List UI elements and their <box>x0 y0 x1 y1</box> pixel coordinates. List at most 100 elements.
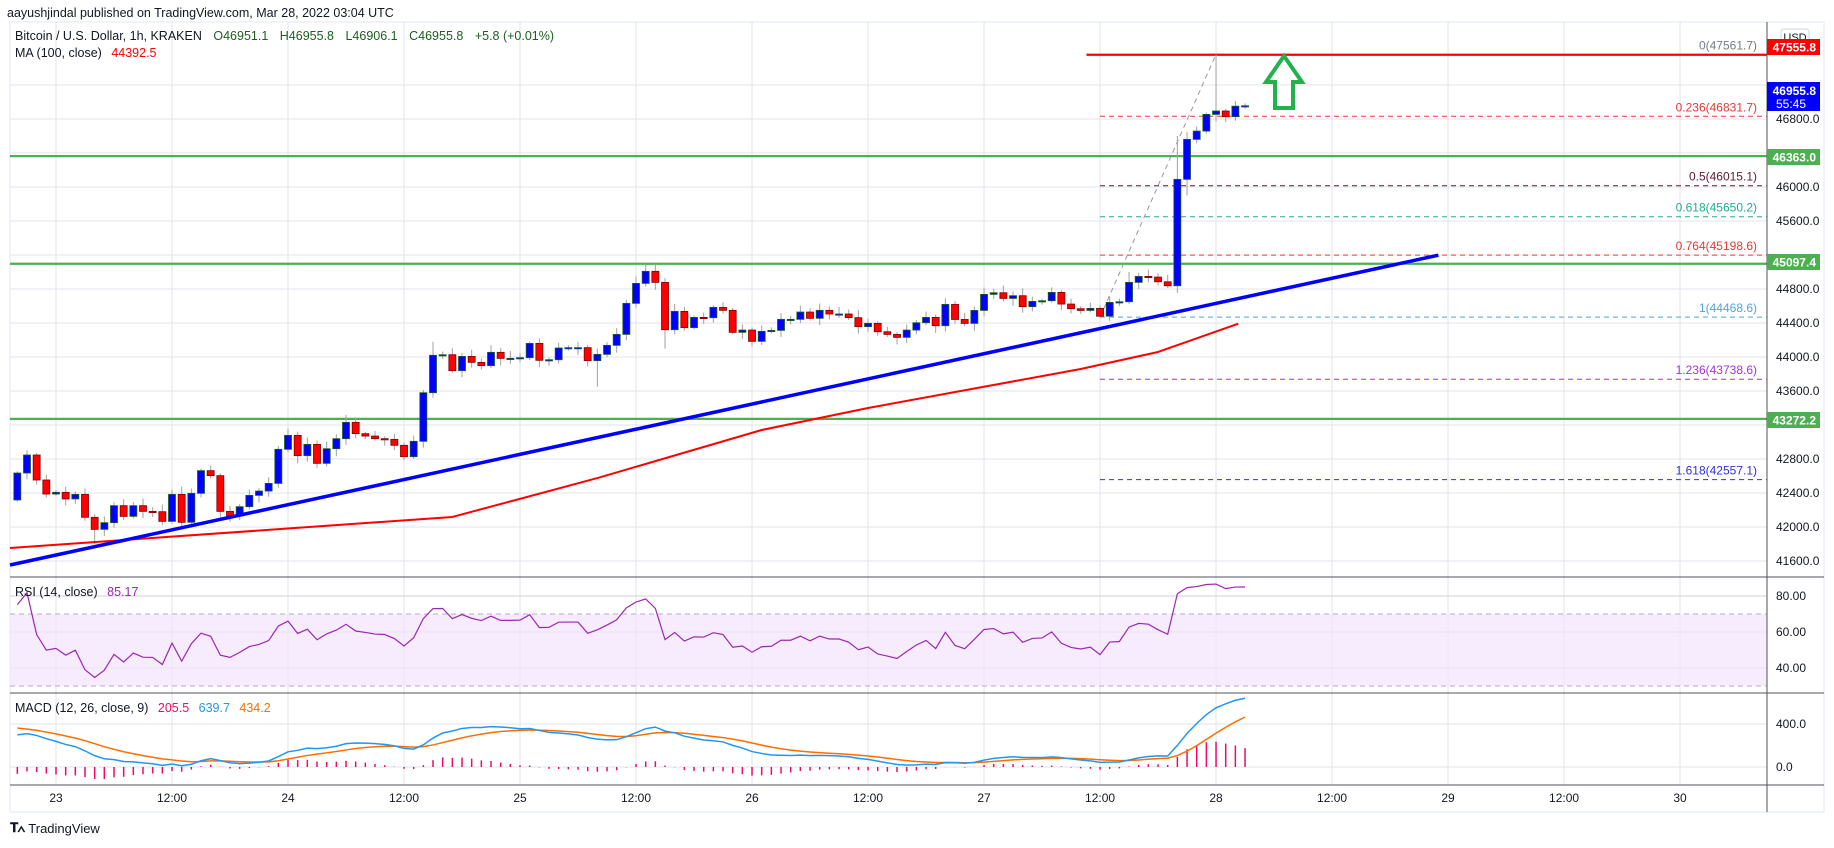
candle-up <box>545 359 553 362</box>
candle-up <box>525 342 534 359</box>
candle-down <box>1163 281 1172 287</box>
candle-up <box>506 357 515 360</box>
candle-up <box>864 322 872 328</box>
price-tick-label: 43600.0 <box>1776 384 1820 398</box>
rsi-legend: RSI (14, close) 85.17 <box>15 585 138 599</box>
candle-down <box>448 354 457 372</box>
candle-up <box>1028 301 1037 308</box>
candle-down <box>651 270 660 283</box>
candle-up <box>187 492 196 523</box>
macd-tick-label: 400.0 <box>1776 717 1806 731</box>
candle-down <box>825 309 834 315</box>
brand-name: TradingView <box>28 820 100 836</box>
price-badge-43272: 43272.2 <box>1767 412 1820 428</box>
rsi-tick-label: 80.00 <box>1776 589 1806 603</box>
candle-down <box>535 342 544 361</box>
tradingview-logo-icon: 𝐓∧ <box>10 820 25 835</box>
candle-down <box>873 322 882 333</box>
candle-up <box>1202 114 1211 132</box>
rsi-line <box>16 583 1246 679</box>
candle-down <box>883 331 892 335</box>
candle-down <box>1057 291 1066 305</box>
candle-down <box>844 313 853 319</box>
candle-up <box>641 270 650 284</box>
time-label: 25 <box>513 791 527 805</box>
candle-down <box>931 316 940 327</box>
candle-up <box>767 329 776 332</box>
rsi-value: 85.17 <box>107 585 138 599</box>
candle-down <box>719 306 727 311</box>
candle-down <box>1076 308 1085 311</box>
trend-line <box>9 253 1439 567</box>
candle-up <box>1241 105 1249 108</box>
candle-down <box>999 292 1008 299</box>
time-label: 23 <box>49 791 63 805</box>
candle-up <box>110 505 118 524</box>
ma-value: 44392.5 <box>111 46 156 60</box>
macd-legend: MACD (12, 26, close, 9) 205.5 639.7 434.… <box>15 701 271 715</box>
candle-up <box>941 303 950 327</box>
published-credit: aayushjindal published on TradingView.co… <box>7 6 394 20</box>
candle-down <box>893 333 901 338</box>
candle-down <box>371 435 379 440</box>
candle-down <box>206 470 215 477</box>
macd-label: MACD (12, 26, close, 9) <box>15 701 148 715</box>
candle-down <box>216 475 225 512</box>
candle-down <box>1067 303 1075 310</box>
candle-up <box>757 330 766 342</box>
candle-up <box>1009 295 1017 299</box>
last-price-text: 46955.8 <box>1773 84 1817 98</box>
up-arrow-icon <box>1262 52 1306 110</box>
time-label: 28 <box>1209 791 1223 805</box>
tradingview-logo[interactable]: 𝐓∧ TradingView <box>10 820 100 836</box>
candle-up <box>1231 105 1240 118</box>
symbol-title: Bitcoin / U.S. Dollar, 1h, KRAKEN <box>15 29 202 43</box>
candle-up <box>554 347 563 361</box>
macd-signal-value: 434.2 <box>239 701 270 715</box>
ohlc-low: L46906.1 <box>345 29 397 43</box>
candle-up <box>332 438 341 450</box>
rsi-label: RSI (14, close) <box>15 585 98 599</box>
candle-up <box>670 310 679 331</box>
price-tick-label: 44000.0 <box>1776 350 1820 364</box>
candle-up <box>100 522 109 530</box>
candle-up <box>786 318 795 321</box>
candle-down <box>293 434 302 457</box>
candle-up <box>419 392 428 442</box>
candle-up <box>71 493 80 500</box>
candle-up <box>168 493 176 522</box>
candle-up <box>487 351 495 367</box>
price-tick-label: 45600.0 <box>1776 214 1820 228</box>
candle-up <box>632 282 640 304</box>
candle-up <box>796 311 805 320</box>
candle-up <box>255 490 263 496</box>
time-label: 26 <box>745 791 759 805</box>
candle-up <box>1086 307 1095 311</box>
ohlc-open: O46951.1 <box>213 29 268 43</box>
time-label: 12:00 <box>1085 791 1115 805</box>
moving-average-line <box>9 322 1239 549</box>
candle-up <box>1125 281 1133 303</box>
candle-down <box>748 329 756 342</box>
time-label: 27 <box>977 791 991 805</box>
candle-down <box>661 281 669 331</box>
candle-down <box>390 438 399 446</box>
candle-down <box>467 356 476 363</box>
time-label: 24 <box>281 791 295 805</box>
fib-level-label: 1.236(43738.6) <box>1676 363 1757 377</box>
price-axis[interactable]: 23 12:00 24 12:00 25 12:00 26 12:00 27 12:00 28 12:… <box>49 112 1819 805</box>
price-tick-label: 44400.0 <box>1776 316 1820 330</box>
fib-level-label: 0.236(46831.7) <box>1676 100 1757 114</box>
candle-up <box>564 347 573 350</box>
candle-down <box>960 319 969 324</box>
fib-level-label: 1(44468.6) <box>1699 301 1757 315</box>
badge-text: 47555.8 <box>1773 41 1817 55</box>
candle-down <box>1096 307 1104 317</box>
time-label: 12:00 <box>157 791 187 805</box>
candle-down <box>158 511 167 522</box>
candle-up <box>690 316 698 329</box>
candle-down <box>1144 276 1153 279</box>
candle-up <box>303 443 312 457</box>
candle-up <box>902 329 911 338</box>
